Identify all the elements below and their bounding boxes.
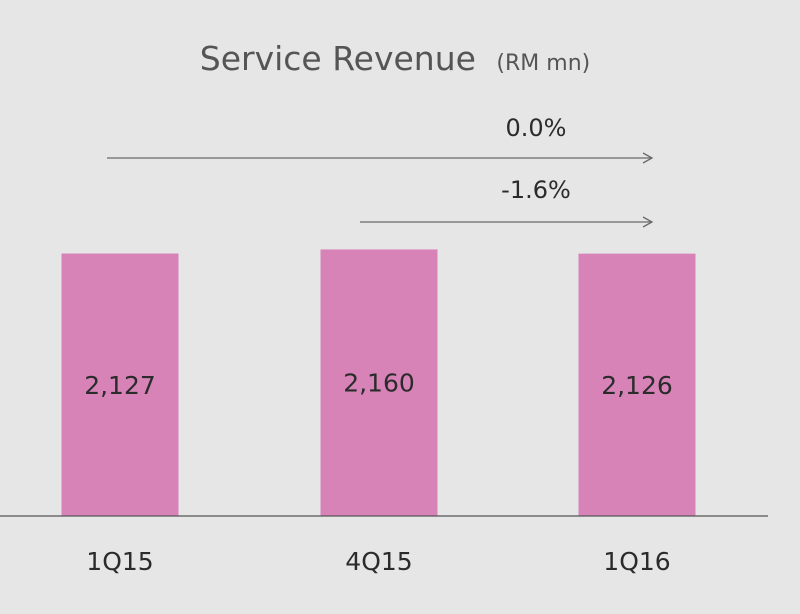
value-label-1q16: 2,126 [601,371,673,400]
value-label-1q15: 2,127 [84,371,156,400]
chart-title-text: Service Revenue [200,39,476,78]
growth-label-1: 0.0% [506,114,567,142]
category-label-1q15: 1Q15 [86,547,153,576]
bar-4q15 [320,249,438,516]
growth-label-2: -1.6% [501,176,571,204]
value-label-4q15: 2,160 [343,369,415,398]
bars-layer: 2,127 1Q15 2,160 4Q15 2,126 1Q16 [61,249,696,576]
bar-1q16 [578,253,696,516]
category-label-1q16: 1Q16 [603,547,670,576]
annotation-layer: 0.0% -1.6% [107,114,654,228]
category-label-4q15: 4Q15 [345,547,412,576]
chart-unit: (RM mn) [496,51,590,76]
chart-title: Service Revenue (RM mn) [200,39,590,78]
bar-1q15 [61,253,179,516]
